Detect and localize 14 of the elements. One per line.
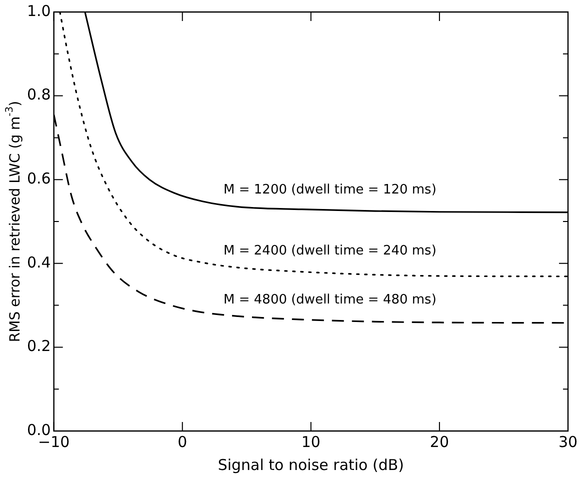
x-tick-label: 0 [178, 432, 188, 451]
x-tick-label: 20 [430, 432, 450, 451]
y-tick-label: 0.8 [26, 86, 51, 104]
series-label: M = 2400 (dwell time = 240 ms) [224, 243, 436, 258]
x-tick-label: 10 [301, 432, 320, 451]
y-tick-label: 0.6 [26, 169, 51, 188]
y-tick-label: 0.2 [26, 337, 51, 356]
y-axis-title: RMS error in retrieved LWC (g m-3) [4, 100, 24, 342]
series-label: M = 4800 (dwell time = 480 ms) [224, 292, 436, 308]
series-label: M = 1200 (dwell time = 120 ms) [224, 182, 436, 198]
y-tick-label: 0.4 [26, 253, 51, 272]
x-axis-title: Signal to noise ratio (dB) [218, 456, 404, 474]
x-tick-label: 30 [558, 432, 578, 451]
y-tick-label: 1.0 [26, 2, 51, 20]
